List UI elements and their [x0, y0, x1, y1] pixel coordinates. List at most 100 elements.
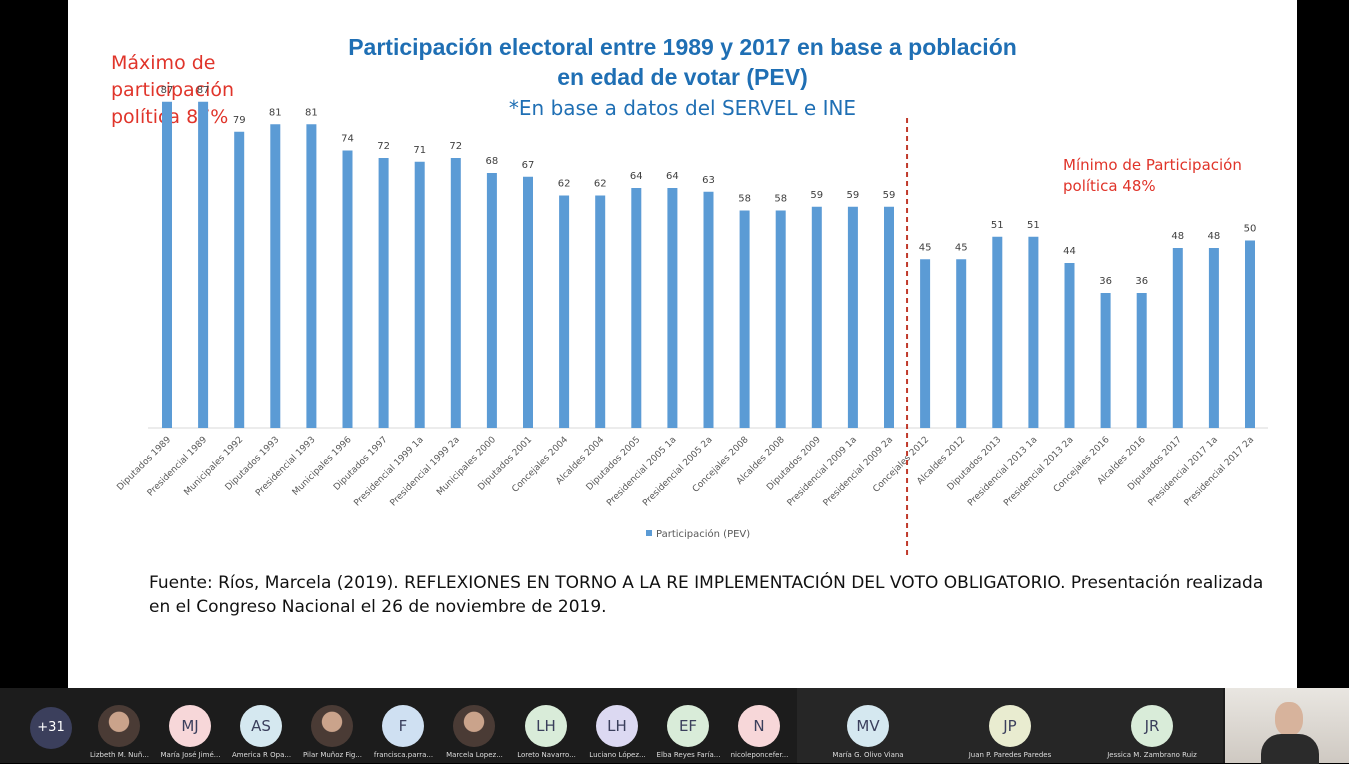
bar-19 [847, 206, 858, 428]
participant-avatar: JP [989, 705, 1031, 747]
bar-value-label-16: 58 [738, 194, 751, 205]
legend-label: Participación (PEV) [656, 528, 750, 540]
participant-tile[interactable]: LH Luciano López... [582, 688, 653, 763]
legend-swatch [646, 530, 652, 536]
bar-value-label-30: 50 [1244, 224, 1257, 235]
participant-tile[interactable]: Lizbeth M. Nuñ... [84, 688, 155, 763]
bar-3 [270, 124, 281, 428]
bar-value-label-26: 36 [1099, 276, 1112, 287]
category-label-7: Presidencial 1999 1a [352, 435, 425, 508]
participant-avatar: N [738, 705, 780, 747]
participant-avatar: LH [525, 705, 567, 747]
bar-25 [1064, 263, 1075, 428]
self-video-tile[interactable] [1225, 688, 1349, 764]
bar-value-label-15: 63 [702, 175, 715, 186]
bar-23 [992, 236, 1003, 428]
participants-strip: +31 Lizbeth M. Nuñ... MJ María José Jimé..… [0, 688, 1349, 764]
bar-30 [1245, 240, 1255, 428]
participant-avatar: F [382, 705, 424, 747]
participant-tile[interactable]: Marcela Lopez... [439, 688, 510, 763]
bar-26 [1100, 293, 1111, 428]
bar-11 [559, 195, 570, 428]
bar-value-label-13: 64 [630, 171, 643, 182]
bar-value-label-21: 45 [919, 242, 932, 253]
participant-avatar [453, 705, 495, 747]
bar-value-label-20: 59 [883, 190, 896, 201]
participant-avatar [98, 705, 140, 747]
category-label-29: Presidencial 2017 1a [1147, 435, 1220, 508]
source-line2: en el Congreso Nacional el 26 de noviemb… [149, 597, 607, 617]
bar-14 [667, 188, 678, 428]
participant-name: Juan P. Paredes Paredes [968, 751, 1052, 759]
category-label-8: Presidencial 1999 2a [389, 435, 462, 508]
participant-tile[interactable]: LH Loreto Navarro... [511, 688, 582, 763]
participant-name: francisca.parra... [373, 751, 434, 759]
participant-name: Elba Reyes Faría... [656, 751, 721, 759]
participant-avatar [311, 705, 353, 747]
bar-27 [1136, 293, 1147, 428]
participant-avatar: EF [667, 705, 709, 747]
bar-24 [1028, 236, 1039, 428]
category-label-20: Presidencial 2009 2a [822, 435, 895, 508]
bar-value-label-0: 87 [161, 85, 174, 96]
participant-avatar: LH [596, 705, 638, 747]
bar-value-label-19: 59 [847, 190, 860, 201]
bar-value-label-29: 48 [1208, 231, 1221, 242]
slide-title-line2: en edad de votar (PEV) [557, 64, 808, 90]
slide-subtitle: *En base a datos del SERVEL e INE [508, 96, 857, 120]
bar-7 [414, 161, 425, 428]
participant-tile[interactable]: AS America R Opa... [226, 688, 297, 763]
category-label-24: Presidencial 2013 1a [966, 435, 1039, 508]
participant-name: Luciano López... [589, 751, 646, 759]
participant-name: nicoleponcefer... [730, 751, 789, 759]
participant-name: Jessica M. Zambrano Ruiz [1107, 751, 1197, 759]
bar-value-label-8: 72 [449, 141, 462, 152]
participant-tile[interactable]: MV María G. Olivo Viana [797, 688, 939, 763]
presentation-slide: Participación electoral entre 1989 y 201… [68, 0, 1297, 688]
participant-name: Loreto Navarro... [517, 751, 576, 759]
category-label-25: Presidencial 2013 2a [1002, 435, 1075, 508]
participant-tile[interactable]: JR Jessica M. Zambrano Ruiz [1081, 688, 1223, 763]
bar-value-label-11: 62 [558, 179, 571, 190]
participant-name: Marcela Lopez... [446, 751, 503, 759]
participant-name: María G. Olivo Viana [832, 751, 904, 759]
source-line1: Fuente: Ríos, Marcela (2019). REFLEXIONE… [149, 573, 1264, 593]
bar-value-label-12: 62 [594, 179, 607, 190]
bar-value-label-25: 44 [1063, 246, 1076, 257]
more-participants-badge[interactable]: +31 [30, 707, 72, 749]
bar-value-label-1: 87 [197, 85, 210, 96]
bar-13 [631, 188, 642, 428]
bar-28 [1172, 248, 1183, 428]
bar-0 [162, 101, 172, 428]
bar-29 [1208, 248, 1219, 428]
bar-value-label-10: 67 [522, 160, 535, 171]
annotation-min: Mínimo de Participación política 48% [1063, 156, 1242, 195]
bar-value-label-23: 51 [991, 220, 1004, 231]
bar-value-label-17: 58 [774, 194, 787, 205]
bar-12 [595, 195, 606, 428]
self-video-head [1275, 702, 1303, 736]
bar-value-label-7: 71 [413, 145, 426, 156]
self-video-body [1261, 734, 1319, 764]
category-label-19: Presidencial 2009 1a [786, 435, 859, 508]
source-citation: Fuente: Ríos, Marcela (2019). REFLEXIONE… [149, 571, 1269, 619]
participant-avatar: MV [847, 705, 889, 747]
participant-tile[interactable]: Pilar Muñoz Fig... [297, 688, 368, 763]
bar-5 [342, 150, 353, 428]
participant-name: Pilar Muñoz Fig... [302, 751, 363, 759]
category-label-15: Presidencial 2005 2a [641, 435, 714, 508]
participant-tile[interactable]: EF Elba Reyes Faría... [653, 688, 724, 763]
bar-1 [198, 101, 209, 428]
bar-4 [306, 124, 317, 428]
participant-name: Lizbeth M. Nuñ... [90, 751, 149, 759]
bar-2 [234, 131, 245, 428]
bar-8 [450, 158, 461, 428]
bar-21 [920, 259, 931, 428]
participant-tile[interactable]: MJ María José Jimé... [155, 688, 226, 763]
participant-tile[interactable]: JP Juan P. Paredes Paredes [939, 688, 1081, 763]
category-label-14: Presidencial 2005 1a [605, 435, 678, 508]
bar-value-label-4: 81 [305, 107, 318, 118]
